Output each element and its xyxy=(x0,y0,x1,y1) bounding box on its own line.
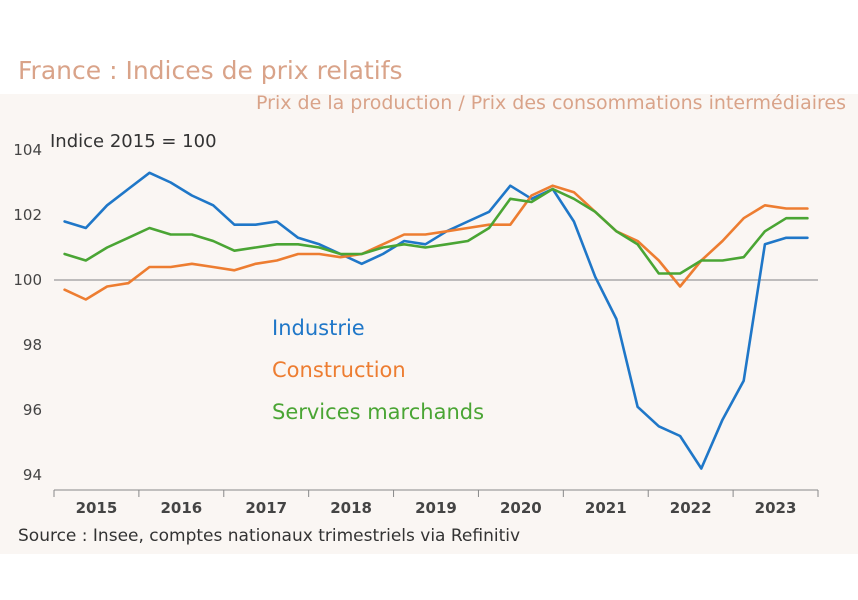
x-tick-label: 2016 xyxy=(160,499,202,517)
plot-area: 94 96 98 100 102 104 2015 2016 2017 2018 2019 2020 2… xyxy=(13,141,819,517)
y-tick-label: 104 xyxy=(13,141,42,159)
legend-item-construction: Construction xyxy=(272,358,406,382)
legend-item-services-marchands: Services marchands xyxy=(272,400,484,424)
y-axis-label: Indice 2015 = 100 xyxy=(50,131,217,152)
series-line-construction xyxy=(63,184,809,301)
x-tick-label: 2021 xyxy=(585,499,627,517)
x-tick-label: 2020 xyxy=(500,499,542,517)
x-tick-label: 2018 xyxy=(330,499,372,517)
y-tick-label: 102 xyxy=(13,206,42,224)
y-tick-label: 98 xyxy=(23,336,42,354)
y-tick-label: 96 xyxy=(23,401,42,419)
x-tick-label: 2022 xyxy=(670,499,712,517)
series-line-industrie xyxy=(63,171,809,470)
x-tick-label: 2015 xyxy=(76,499,118,517)
x-tick-label: 2019 xyxy=(415,499,457,517)
legend-item-industrie: Industrie xyxy=(272,316,365,340)
series-line-services-marchands xyxy=(63,187,809,275)
source-note: Source : Insee, comptes nationaux trimes… xyxy=(18,526,521,546)
chart-panel xyxy=(0,94,858,554)
x-tick-label: 2023 xyxy=(755,499,797,517)
y-tick-label: 94 xyxy=(23,466,42,484)
x-tick-label: 2017 xyxy=(245,499,287,517)
y-tick-label: 100 xyxy=(13,271,42,289)
chart-subtitle: Prix de la production / Prix des consomm… xyxy=(256,92,846,114)
chart-title: France : Indices de prix relatifs xyxy=(18,56,403,85)
